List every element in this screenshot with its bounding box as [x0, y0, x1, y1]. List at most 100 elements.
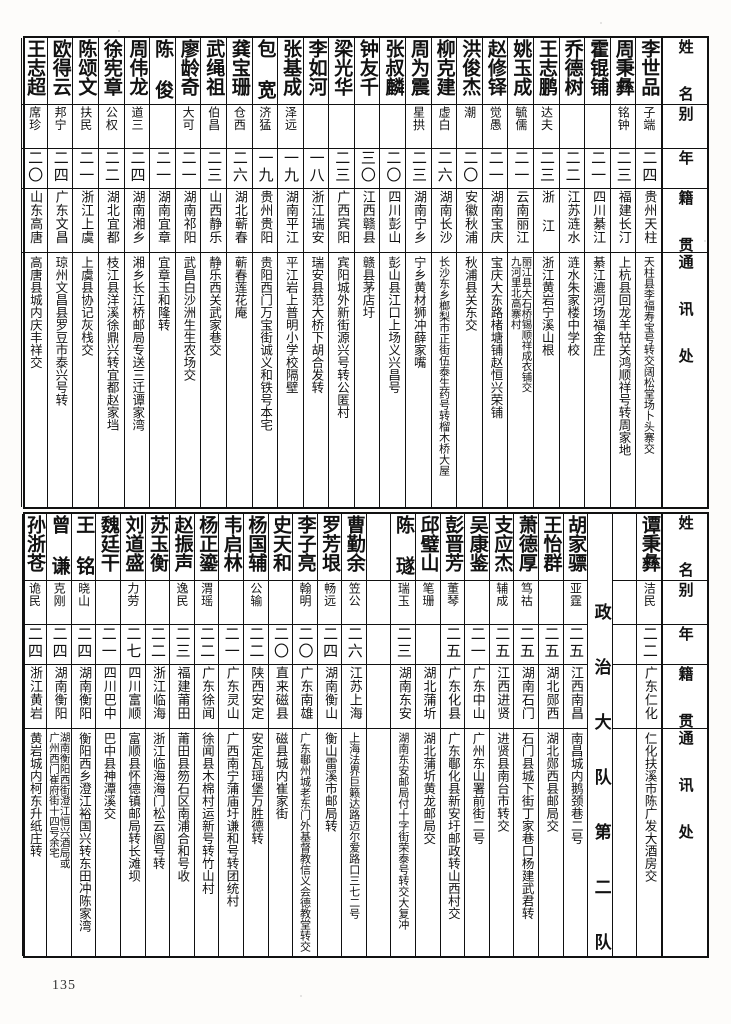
entry-native-place-text: 山东高唐: [27, 190, 43, 244]
entry-alias-text: 力劳: [125, 582, 140, 607]
entry-native-place: 陕西安定: [243, 664, 268, 728]
entry-native-place-text: 广西宾阳: [334, 190, 350, 244]
entry-contact-address-text: 上虞县协记灰栈交: [79, 256, 95, 356]
roster-entry: 包 宽济猛 一九 贵州贵阳 贵阳西门万宝街诚义和铁号本宅: [251, 38, 278, 507]
entry-name: 胡家骠: [564, 514, 588, 580]
entry-name-text: 张叔麟: [382, 39, 405, 96]
entry-native-place-text: 湖南衡阳: [76, 666, 92, 720]
entry-alias: [219, 580, 243, 624]
entry-native-place-text: 广东灵山: [223, 666, 239, 720]
entry-name-text: 王志鹏: [536, 39, 559, 96]
entry-alias-text: 仓西: [232, 106, 247, 131]
roster-entry: 邱璧山 笔珊 湖北蒲圻 湖北蒲圻黄龙邮局交: [415, 514, 440, 956]
entry-native-place: 江苏涟水: [559, 188, 585, 252]
entry-contact-address: 湘乡长江桥邮局专送三迁谭家湾: [124, 252, 150, 507]
roster-entry: 廖龄奇 大可 二一 湖南祁阳 武昌白沙洲生生农场交: [174, 38, 201, 507]
entry-alias-text: 大可: [181, 106, 196, 131]
entry-name: 周伟龙: [125, 38, 150, 104]
entry-alias-text: 瑞玉: [396, 582, 411, 607]
entry-native-place: 江西南昌: [563, 664, 588, 728]
entry-contact-address: 湖南东安邮局付十字街荣泰号转交大复冲: [391, 728, 416, 956]
entry-age-text: 二五: [493, 626, 512, 660]
entry-age: 二〇: [22, 148, 47, 188]
entry-contact-address-text: 湖南东安邮局付十字街荣泰号转交大复冲: [396, 732, 410, 930]
entry-alias: 克刚: [47, 580, 71, 624]
entry-contact-address: 宾阳城外新街源兴号转公匿村: [329, 252, 354, 507]
entry-contact-address: 广东鄳化县新安圩邮政转山西村交: [440, 728, 465, 956]
scan-speck: [600, 22, 602, 24]
header-alias-text: 别 字: [676, 106, 695, 148]
entry-contact-address-text: 富顺县怀德镇邮局转长滩坝: [126, 732, 142, 882]
entry-age: 二五: [514, 624, 539, 664]
entry-contact-address: 衡阳西乡澄江裕国兴转东田冲陈家湾: [71, 728, 96, 956]
entry-native-place-text: 广东南雄: [297, 666, 313, 720]
entry-native-place: 江西进贤: [489, 664, 514, 728]
entry-contact-address-text: 广州东山署前街二号: [470, 732, 486, 845]
entry-name-text: 魏廷干: [97, 515, 120, 572]
entry-alias: 诡民: [22, 580, 47, 624]
entry-contact-address-text: 宁乡黄材狮冲薛家嘴: [411, 256, 427, 369]
header-contact-address-text: 通 讯 处: [676, 730, 695, 846]
entry-contact-address-text: 广东鄳化县新安圩邮政转山西村交: [445, 732, 461, 920]
entry-contact-address-text: 广东鄳州城老东门外基督教信义会德教堂转交: [298, 732, 312, 952]
entry-age: 二五: [539, 624, 563, 664]
entry-contact-address: 石门县城下街丁家巷口杨建武君转: [514, 728, 539, 956]
roster-table-top: 姓 名别 字年 龄籍 贯通 讯 处李世品 子端 二四 贵州天柱 天柱县李福寿宝号转交阔松…: [21, 36, 709, 509]
roster-entry: 霍锟铺 二一 四川綦江 綦江漉河场福金庄: [584, 38, 610, 507]
entry-age: 一九: [252, 148, 278, 188]
entry-contact-address: 武昌白沙洲生生农场交: [175, 252, 201, 507]
entry-native-place: 云南丽江: [508, 188, 534, 252]
entry-name: 曾 谦: [47, 514, 71, 580]
entry-alias-text: 潮: [462, 106, 477, 119]
entry-alias: 晓山: [71, 580, 96, 624]
entry-contact-address: 湖南衡阳西街澄江恒兴酒局或 广州西门崔府街十四号余宅: [47, 728, 71, 956]
entry-name-text: 王 铭: [73, 515, 96, 575]
entry-name: 李如河: [304, 38, 329, 104]
entry-age-text: 二六: [435, 150, 454, 184]
entry-age: 二三: [610, 148, 636, 188]
entry-contact-address-text: 巴中县神潭溪交: [101, 732, 117, 820]
entry-age-text: 二〇: [296, 626, 315, 660]
entry-age-text: 二四: [75, 626, 94, 660]
entry-alias: [145, 580, 170, 624]
entry-native-place: 贵州天柱: [636, 188, 661, 252]
entry-age: 二六: [431, 148, 457, 188]
roster-entry: 洪俊杰潮二〇 安徽秋浦 秋浦县关东交: [456, 38, 482, 507]
entry-alias: 公权: [98, 104, 124, 148]
entry-age: 二一: [508, 148, 534, 188]
entry-name: 张叔麟: [380, 38, 405, 104]
entry-native-place: 广东中山: [465, 664, 489, 728]
entry-age: 二三: [406, 148, 431, 188]
roster-entry: 周为震 星拱 二三 湖南宁乡 宁乡黄材狮冲薛家嘴: [405, 38, 431, 507]
entry-age-text: 一九: [282, 150, 301, 184]
entry-name-text: 韦启林: [220, 515, 243, 572]
entry-age-text: 二一: [222, 626, 241, 660]
entry-native-place-text: 浙江黄岩: [26, 666, 42, 720]
entry-native-place-text: 四川巴中: [100, 666, 116, 720]
scan-speck: [118, 30, 120, 32]
roster-entry: 苏玉衡 二二 浙江临海 浙江临海海门松云阁号转: [144, 514, 170, 956]
entry-native-place: 四川綦江: [585, 188, 610, 252]
entry-contact-address: 磁县城内崔家街: [268, 728, 293, 956]
entry-alias: 笃祜: [514, 580, 539, 624]
roster-entry: 王志超 席珍 二〇 山东高唐 高唐县城内庆丰祥交: [21, 38, 47, 507]
entry-native-place-text: 广东化县: [445, 666, 461, 720]
entry-age-text: 二一: [77, 150, 96, 184]
entry-native-place-text: 安徽秋浦: [462, 190, 478, 244]
entry-native-place: 浙江黄岩: [22, 664, 47, 728]
entry-name-text: 陈颂文: [75, 39, 98, 96]
entry-age-text: 二三: [537, 150, 556, 184]
entry-contact-address: 蕲春莲花庵: [226, 252, 252, 507]
entry-age: 二五: [440, 624, 465, 664]
entry-contact-address: 仁化扶溪市陈广发大酒房交: [637, 728, 661, 956]
entry-name-text: 霍锟铺: [587, 39, 610, 96]
entry-age-text: 二〇: [271, 626, 290, 660]
entry-name: 王志鹏: [534, 38, 559, 104]
entry-age-text: 二〇: [461, 150, 480, 184]
entry-name-text: 刘道盛: [122, 515, 145, 572]
entry-contact-address-text: 湖北郧西县邮局交: [544, 732, 560, 832]
entry-alias-text: 邦宁: [53, 106, 68, 131]
entry-contact-address: [612, 728, 637, 956]
entry-contact-address-text: 浙江黄岩宁溪山根: [539, 256, 555, 356]
entry-age: 二〇: [293, 624, 317, 664]
